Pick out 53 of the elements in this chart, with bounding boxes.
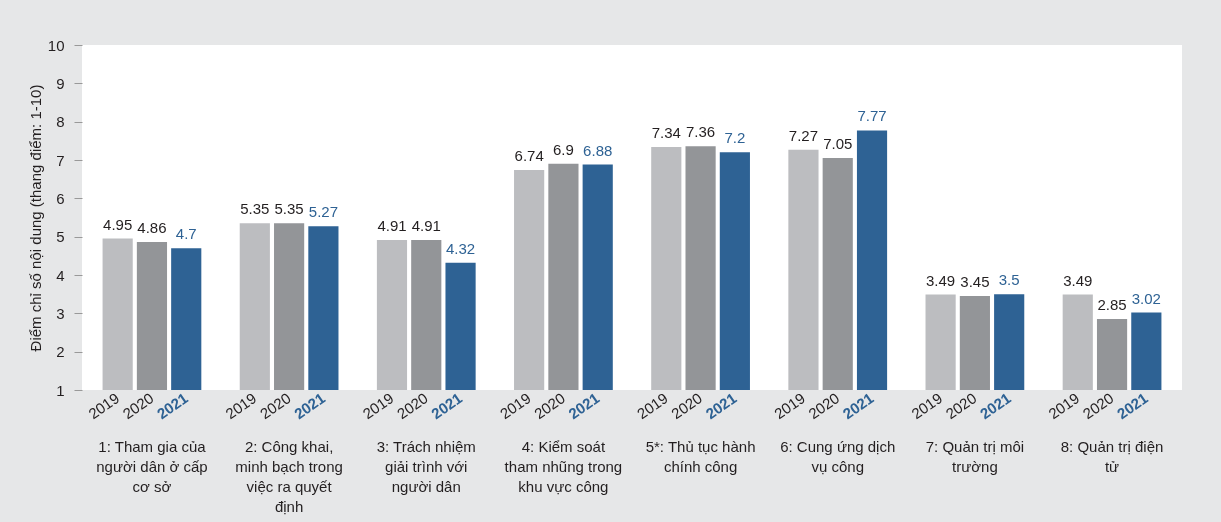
data-label: 6.74: [514, 146, 544, 164]
y-tick-label: 4: [56, 266, 65, 284]
data-label: 3.02: [1131, 289, 1161, 307]
data-label: 4.91: [377, 217, 407, 235]
x-tick-label: 5*: Thủ tục hành chính công: [645, 438, 756, 475]
data-label: 4.32: [445, 239, 476, 257]
x-tick-label: 4: Kiểm soát tham nhũng trong khu vực công: [504, 438, 623, 495]
y-tick-label: 2: [56, 343, 65, 361]
data-label: 3.49: [1063, 271, 1093, 289]
data-label: 7.36: [685, 123, 716, 141]
y-tick-label: 5: [56, 228, 65, 246]
data-label: 4.91: [411, 217, 441, 235]
y-axis-title: Điểm chỉ số nội dung (thang điểm: 1-10): [26, 84, 44, 352]
text: 2019: [496, 389, 534, 423]
data-label: 5.35: [240, 200, 270, 218]
y-tick-label: 1: [56, 381, 65, 399]
text: 2019: [85, 389, 123, 423]
y-tick-label: 8: [56, 113, 65, 131]
y-tick-label: 10: [47, 36, 65, 54]
text: 2019: [1045, 389, 1083, 423]
y-tick-label: 3: [56, 304, 65, 322]
data-label: 4.86: [137, 219, 167, 237]
data-label: 3.45: [960, 273, 990, 291]
x-tick-label: 3: Trách nhiệm giải trình với người dân: [376, 438, 476, 495]
x-tick-label: 6: Cung ứng dịch vụ công: [780, 438, 896, 475]
text: 2019: [633, 389, 671, 423]
text: 2019: [908, 389, 946, 423]
text: 2019: [770, 389, 809, 423]
x-tick-label: 7: Quản trị môi trường: [925, 438, 1025, 475]
data-label: 6.88: [583, 141, 613, 159]
text: 2019: [359, 389, 397, 423]
data-label: 3.49: [926, 271, 956, 289]
y-tick-label: 7: [56, 151, 65, 169]
y-tick-label: 6: [56, 189, 65, 207]
x-tick-label: 8: Quản trị điện tử: [1060, 438, 1164, 475]
data-label: 7.27: [788, 126, 819, 144]
x-tick-label: 2: Công khai, minh bạch trong việc ra quyết định: [235, 438, 343, 515]
data-label: 2.85: [1097, 296, 1127, 314]
data-label: 7.2: [724, 129, 746, 147]
y-tick-label: 9: [56, 74, 65, 92]
data-label: 4.95: [103, 215, 133, 233]
data-label: 7.05: [823, 135, 853, 153]
text: 2021: [839, 389, 877, 423]
data-label: 3.5: [998, 271, 1020, 289]
data-label: 5.27: [308, 203, 338, 221]
text: 2021: [702, 389, 740, 423]
text: 2019: [222, 389, 260, 423]
data-label: 4.7: [175, 225, 197, 243]
data-label: 6.9: [552, 140, 574, 158]
data-label: 7.77: [857, 107, 887, 125]
x-tick-label: 1: Tham gia của người dân ở cấp cơ sở: [96, 438, 208, 495]
data-label: 5.35: [274, 200, 304, 218]
data-label: 7.34: [651, 123, 681, 141]
